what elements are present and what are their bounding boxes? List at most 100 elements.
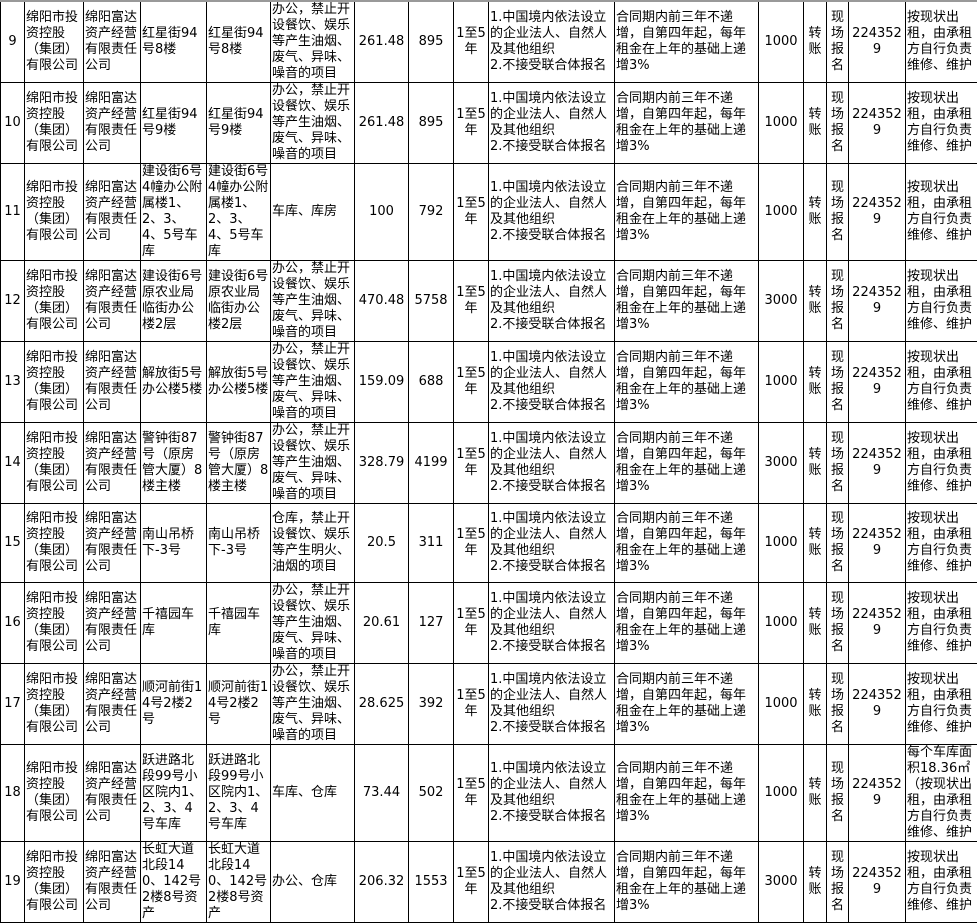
note-cell: 按现状出租，由承租方自行负责维修、维护 [906,423,977,504]
address-cell: 建设街6号原农业局临街办公楼2层 [207,261,271,342]
payment-method-cell: 转账 [804,664,827,745]
area-cell: 261.48 [355,83,409,164]
usage-cell: 办公，禁止开设餐饮、娱乐等产生油烟、废气、异味、噪音的项目 [271,583,355,664]
deposit-cell: 1000 [759,745,804,842]
owner-cell: 绵阳市投资控股（集团）有限公司 [25,745,84,842]
address-cell: 红星街94号9楼 [207,83,271,164]
qualification-cell: 1.中国境内依法设立的企业法人、自然人及其他组织 2.不接受联合体报名 [489,842,615,923]
phone-cell: 2243529 [849,1,906,83]
signup-method-cell: 现场报名 [827,583,849,664]
deposit-cell: 3000 [759,423,804,504]
phone-cell: 2243529 [849,583,906,664]
address-cell: 建设街6号4幢办公附属楼1、2、3、4、5号车库 [207,164,271,261]
rent-increase-cell: 合同期内前三年不递增，自第四年起，每年租金在上年的基础上递增3% [615,664,759,745]
phone-cell: 2243529 [849,261,906,342]
area-cell: 470.48 [355,261,409,342]
area-cell: 28.625 [355,664,409,745]
location-cell: 南山吊桥下-3号 [141,504,207,583]
operator-cell: 绵阳富达资产经营有限责任公司 [84,164,141,261]
rent-increase-cell: 合同期内前三年不递增，自第四年起，每年租金在上年的基础上递增3% [615,164,759,261]
phone-cell: 2243529 [849,664,906,745]
operator-cell: 绵阳富达资产经营有限责任公司 [84,83,141,164]
area-cell: 159.09 [355,342,409,423]
note-cell: 每个车库面积18.36㎡（按现状出租，由承租方自行负责维修、维护 [906,745,977,842]
row-number-cell: 18 [1,745,25,842]
operator-cell: 绵阳富达资产经营有限责任公司 [84,745,141,842]
note-cell: 按现状出租，由承租方自行负责维修、维护 [906,342,977,423]
term-cell: 1至5年 [454,504,489,583]
term-cell: 1至5年 [454,842,489,923]
address-cell: 长虹大道北段140、142号2楼8号资产 [207,842,271,923]
deposit-cell: 1000 [759,504,804,583]
qualification-cell: 1.中国境内依法设立的企业法人、自然人及其他组织 2.不接受联合体报名 [489,83,615,164]
location-cell: 解放街5号办公楼5楼 [141,342,207,423]
term-cell: 1至5年 [454,1,489,83]
location-cell: 跃进路北段99号小区院内1、2、3、4号车库 [141,745,207,842]
address-cell: 警钟街87号（原房管大厦）8楼主楼 [207,423,271,504]
term-cell: 1至5年 [454,164,489,261]
rent-cell: 502 [409,745,454,842]
location-cell: 长虹大道北段140、142号2楼8号资产 [141,842,207,923]
owner-cell: 绵阳市投资控股（集团）有限公司 [25,164,84,261]
note-cell: 按现状出租，由承租方自行负责维修、维护 [906,583,977,664]
address-cell: 跃进路北段99号小区院内1、2、3、4号车库 [207,745,271,842]
signup-method-cell: 现场报名 [827,83,849,164]
qualification-cell: 1.中国境内依法设立的企业法人、自然人及其他组织 2.不接受联合体报名 [489,1,615,83]
owner-cell: 绵阳市投资控股（集团）有限公司 [25,1,84,83]
note-cell: 按现状出租，由承租方自行负责维修、维护 [906,842,977,923]
rent-cell: 1553 [409,842,454,923]
rent-increase-cell: 合同期内前三年不递增，自第四年起，每年租金在上年的基础上递增3% [615,583,759,664]
operator-cell: 绵阳富达资产经营有限责任公司 [84,342,141,423]
signup-method-cell: 现场报名 [827,842,849,923]
deposit-cell: 1000 [759,1,804,83]
signup-method-cell: 现场报名 [827,423,849,504]
payment-method-cell: 转账 [804,423,827,504]
row-number-cell: 19 [1,842,25,923]
owner-cell: 绵阳市投资控股（集团）有限公司 [25,83,84,164]
usage-cell: 车库、仓库 [271,745,355,842]
area-cell: 100 [355,164,409,261]
term-cell: 1至5年 [454,261,489,342]
rent-cell: 5758 [409,261,454,342]
term-cell: 1至5年 [454,664,489,745]
phone-cell: 2243529 [849,745,906,842]
row-number-cell: 9 [1,1,25,83]
payment-method-cell: 转账 [804,583,827,664]
operator-cell: 绵阳富达资产经营有限责任公司 [84,1,141,83]
area-cell: 206.32 [355,842,409,923]
owner-cell: 绵阳市投资控股（集团）有限公司 [25,842,84,923]
owner-cell: 绵阳市投资控股（集团）有限公司 [25,583,84,664]
signup-method-cell: 现场报名 [827,164,849,261]
deposit-cell: 1000 [759,342,804,423]
phone-cell: 2243529 [849,423,906,504]
rent-cell: 792 [409,164,454,261]
area-cell: 261.48 [355,1,409,83]
location-cell: 顺河前街14号2楼2号 [141,664,207,745]
note-cell: 按现状出租，由承租方自行负责维修、维护 [906,1,977,83]
rent-increase-cell: 合同期内前三年不递增，自第四年起，每年租金在上年的基础上递增3% [615,1,759,83]
location-cell: 建设街6号4幢办公附属楼1、2、3、4、5号车库 [141,164,207,261]
signup-method-cell: 现场报名 [827,1,849,83]
owner-cell: 绵阳市投资控股（集团）有限公司 [25,261,84,342]
signup-method-cell: 现场报名 [827,745,849,842]
term-cell: 1至5年 [454,583,489,664]
area-cell: 73.44 [355,745,409,842]
signup-method-cell: 现场报名 [827,504,849,583]
note-cell: 按现状出租，由承租方自行负责维修、维护 [906,164,977,261]
rent-increase-cell: 合同期内前三年不递增，自第四年起，每年租金在上年的基础上递增3% [615,83,759,164]
term-cell: 1至5年 [454,423,489,504]
row-number-cell: 14 [1,423,25,504]
location-cell: 建设街6号原农业局临街办公楼2层 [141,261,207,342]
deposit-cell: 1000 [759,164,804,261]
owner-cell: 绵阳市投资控股（集团）有限公司 [25,664,84,745]
deposit-cell: 1000 [759,83,804,164]
term-cell: 1至5年 [454,83,489,164]
rent-cell: 895 [409,83,454,164]
rent-cell: 127 [409,583,454,664]
address-cell: 顺河前街14号2楼2号 [207,664,271,745]
